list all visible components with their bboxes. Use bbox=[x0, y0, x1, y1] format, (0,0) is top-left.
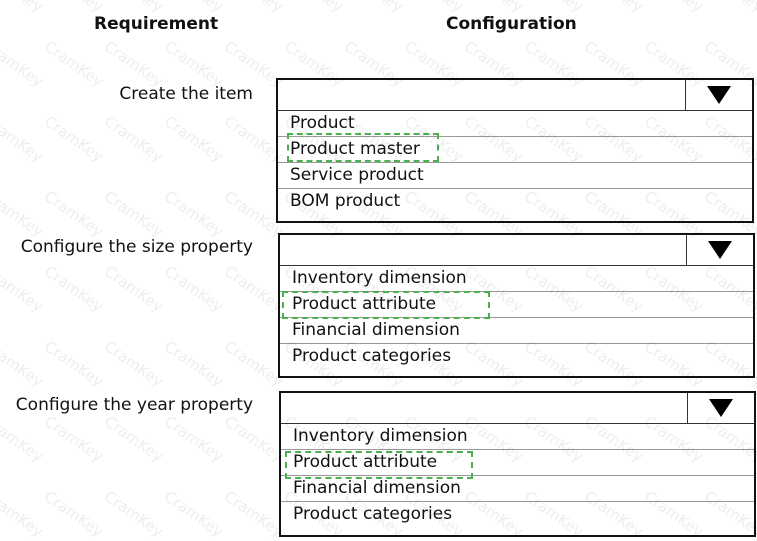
option[interactable]: Financial dimension bbox=[281, 476, 754, 502]
watermark-text: CramKey bbox=[341, 0, 407, 16]
option[interactable]: Product bbox=[278, 111, 752, 137]
watermark-text: CramKey bbox=[40, 112, 107, 166]
watermark-text: CramKey bbox=[40, 262, 107, 316]
dropdown-arrow-icon[interactable] bbox=[686, 235, 753, 265]
watermark-text: CramKey bbox=[0, 262, 47, 316]
watermark-text: CramKey bbox=[100, 187, 167, 241]
dropdown-header[interactable] bbox=[278, 80, 752, 111]
watermark-text: CramKey bbox=[0, 37, 47, 91]
watermark-text: CramKey bbox=[220, 412, 287, 466]
watermark-text: CramKey bbox=[100, 337, 167, 391]
requirement-label-3: Configure the year property bbox=[15, 395, 253, 415]
watermark-text: CramKey bbox=[100, 112, 167, 166]
option[interactable]: Inventory dimension bbox=[280, 266, 753, 292]
dropdown-arrow-icon[interactable] bbox=[687, 393, 754, 423]
watermark-text: CramKey bbox=[0, 0, 47, 16]
option[interactable]: Product master bbox=[278, 137, 752, 163]
watermark-text: CramKey bbox=[220, 337, 287, 391]
watermark-text: CramKey bbox=[160, 412, 227, 466]
watermark-text: CramKey bbox=[220, 487, 287, 541]
option[interactable]: BOM product bbox=[290, 191, 401, 211]
option[interactable]: Product attribute bbox=[280, 292, 753, 318]
watermark-text: CramKey bbox=[160, 262, 227, 316]
watermark-text: CramKey bbox=[0, 487, 47, 541]
watermark-text: CramKey bbox=[40, 187, 107, 241]
requirement-header: Requirement bbox=[94, 14, 219, 34]
configuration-header: Configuration bbox=[446, 14, 577, 34]
requirement-label-1: Create the item bbox=[119, 84, 253, 104]
watermark-text: CramKey bbox=[40, 337, 107, 391]
watermark-text: CramKey bbox=[641, 0, 707, 16]
watermark-text: CramKey bbox=[160, 112, 227, 166]
watermark-text: CramKey bbox=[0, 187, 47, 241]
watermark-text: CramKey bbox=[160, 487, 227, 541]
option[interactable]: Product categories bbox=[292, 346, 452, 366]
watermark-text: CramKey bbox=[160, 37, 227, 91]
watermark-text: CramKey bbox=[100, 487, 167, 541]
watermark-text: CramKey bbox=[100, 37, 167, 91]
watermark-text: CramKey bbox=[40, 412, 107, 466]
dropdown-header[interactable] bbox=[281, 393, 754, 424]
dropdown-header[interactable] bbox=[280, 235, 753, 266]
watermark-text: CramKey bbox=[160, 187, 227, 241]
option[interactable]: Product attribute bbox=[281, 450, 754, 476]
dropdown-year-property[interactable]: Inventory dimension Product attribute Fi… bbox=[279, 391, 756, 537]
watermark-text: CramKey bbox=[581, 0, 647, 16]
watermark-text: CramKey bbox=[160, 337, 227, 391]
requirement-label-2: Configure the size property bbox=[20, 237, 253, 257]
watermark-text: CramKey bbox=[281, 0, 347, 16]
option[interactable]: Inventory dimension bbox=[281, 424, 754, 450]
watermark-text: CramKey bbox=[0, 337, 47, 391]
watermark-text: CramKey bbox=[0, 412, 47, 466]
watermark-text: CramKey bbox=[221, 0, 287, 16]
watermark-text: CramKey bbox=[0, 112, 47, 166]
option[interactable]: Financial dimension bbox=[280, 318, 753, 344]
watermark-text: CramKey bbox=[100, 262, 167, 316]
dropdown-arrow-icon[interactable] bbox=[685, 80, 752, 110]
watermark-text: CramKey bbox=[701, 0, 757, 16]
option[interactable]: Product categories bbox=[293, 504, 453, 524]
watermark-text: CramKey bbox=[100, 412, 167, 466]
watermark-text: CramKey bbox=[40, 37, 107, 91]
watermark-text: CramKey bbox=[220, 262, 287, 316]
watermark-text: CramKey bbox=[40, 487, 107, 541]
dropdown-create-item[interactable]: Product Product master Service product B… bbox=[276, 78, 754, 223]
dropdown-size-property[interactable]: Inventory dimension Product attribute Fi… bbox=[278, 233, 755, 378]
option[interactable]: Service product bbox=[278, 163, 752, 189]
